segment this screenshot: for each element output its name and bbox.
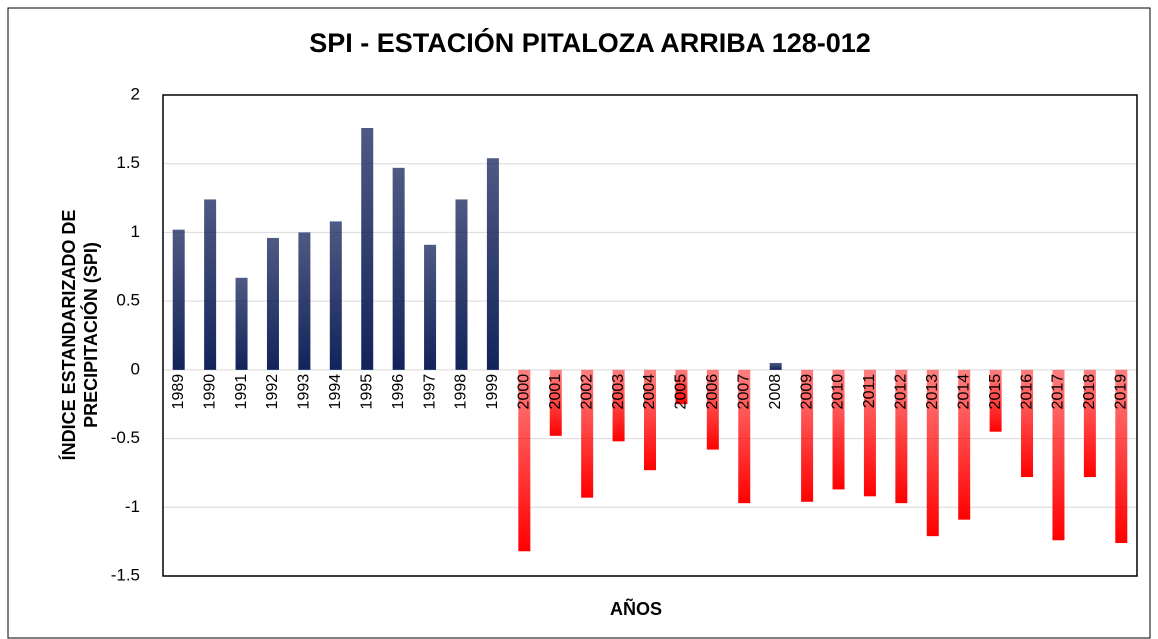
x-tick-label: 2016 — [1018, 374, 1035, 410]
x-tick-label: 1999 — [484, 374, 501, 410]
bar — [675, 369, 688, 405]
x-tick-label: 1995 — [358, 374, 375, 410]
bar — [518, 369, 531, 552]
chart-title: SPI - ESTACIÓN PITALOZA ARRIBA 128-012 — [309, 27, 871, 58]
y-axis-title-line: ÍNDICE ESTANDARIZADO DE — [58, 210, 79, 461]
bar — [392, 167, 405, 370]
plot-area — [162, 94, 1138, 577]
bar — [612, 369, 625, 442]
x-tick-label: 2009 — [798, 374, 815, 410]
bar — [266, 237, 279, 370]
bar — [738, 369, 751, 504]
x-axis-title: AÑOS — [610, 598, 662, 619]
x-tick-label: 2012 — [893, 374, 910, 410]
x-tick-label: 2001 — [547, 374, 564, 410]
x-tick-label: 2008 — [767, 374, 784, 410]
y-tick-label: -1 — [125, 497, 140, 516]
bar — [801, 369, 814, 502]
y-tick-label: 2 — [131, 84, 140, 103]
bar — [235, 277, 248, 370]
x-tick-label: 2010 — [830, 374, 847, 410]
x-tick-label: 2004 — [641, 374, 658, 410]
bar — [863, 369, 876, 497]
x-tick-label: 2007 — [735, 374, 752, 410]
bar — [989, 369, 1002, 432]
bar — [581, 369, 594, 498]
bar — [424, 244, 437, 370]
bar — [926, 369, 939, 537]
x-tick-label: 2017 — [1050, 374, 1067, 410]
y-tick-label: 0.5 — [116, 291, 140, 310]
x-tick-label: 1991 — [233, 374, 250, 410]
x-tick-label: 2018 — [1081, 374, 1098, 410]
bar — [204, 199, 217, 370]
bar — [1052, 369, 1065, 541]
x-tick-label: 2006 — [704, 374, 721, 410]
x-tick-label: 1989 — [170, 374, 187, 410]
x-tick-label: 1996 — [390, 374, 407, 410]
bar — [958, 369, 971, 520]
bar — [298, 232, 311, 370]
bar — [1083, 369, 1096, 478]
x-tick-label: 1993 — [296, 374, 313, 410]
x-tick-label: 1990 — [201, 374, 218, 410]
x-tick-label: 2003 — [610, 374, 627, 410]
x-tick-label: 1998 — [453, 374, 470, 410]
bar — [172, 229, 185, 370]
bar — [706, 369, 719, 450]
x-tick-label: 2005 — [673, 374, 690, 410]
y-tick-label: 0 — [131, 359, 140, 378]
y-axis-title: ÍNDICE ESTANDARIZADO DE PRECIPITACIÓN (S… — [58, 210, 101, 461]
bar — [455, 199, 468, 370]
bar — [644, 369, 656, 471]
bar — [1115, 369, 1128, 544]
bar — [329, 221, 342, 370]
y-tick-label: -1.5 — [111, 565, 140, 584]
x-tick-label: 1992 — [264, 374, 281, 410]
x-tick-label: 2002 — [578, 374, 595, 410]
bar — [832, 369, 845, 490]
y-axis-title-line: PRECIPITACIÓN (SPI) — [80, 242, 101, 428]
bar — [1021, 369, 1034, 478]
x-tick-label: 2011 — [861, 374, 878, 409]
bar — [486, 158, 499, 370]
x-tick-label: 1997 — [421, 374, 438, 410]
x-tick-label: 2015 — [987, 374, 1004, 410]
bar — [769, 362, 782, 370]
y-tick-label: 1 — [131, 222, 140, 241]
y-tick-label: 1.5 — [116, 153, 140, 172]
x-tick-label: 2019 — [1113, 374, 1130, 410]
x-tick-label: 2014 — [955, 374, 972, 410]
chart-frame — [7, 7, 1151, 639]
bar — [361, 127, 374, 370]
y-tick-label: -0.5 — [111, 428, 140, 447]
x-tick-label: 2013 — [924, 374, 941, 410]
bar — [895, 369, 908, 504]
x-tick-label: 2000 — [516, 374, 533, 410]
bar — [549, 369, 562, 436]
x-tick-label: 1994 — [327, 374, 344, 410]
